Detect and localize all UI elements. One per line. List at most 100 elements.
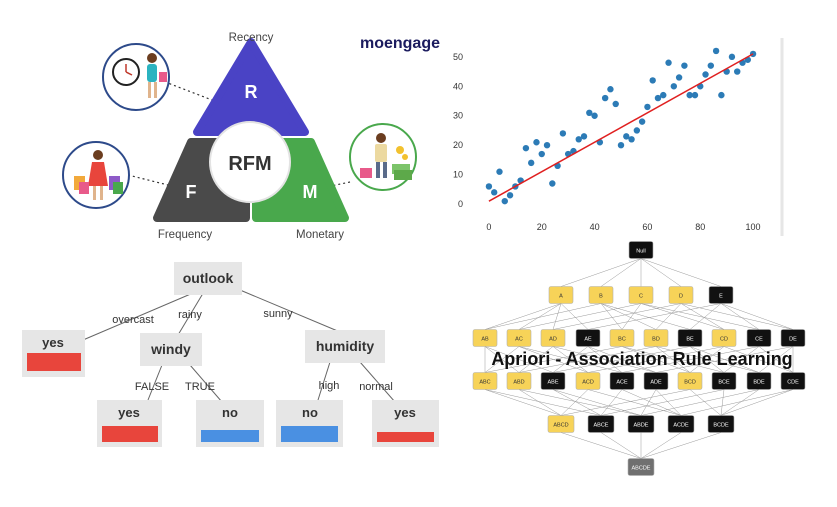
itemset-node — [588, 286, 614, 304]
itemset-node — [472, 372, 498, 390]
itemset-node — [548, 286, 574, 304]
monetary-caption: Monetary — [296, 229, 344, 241]
itemset-label: AC — [515, 337, 523, 343]
itemset-label: CE — [755, 337, 763, 343]
lattice-edge — [720, 303, 794, 330]
lattice-edge — [552, 346, 589, 373]
scatter-point — [665, 59, 672, 66]
itemset-label: AD — [549, 337, 557, 343]
itemset-node — [746, 329, 772, 347]
scatter-point — [718, 91, 725, 99]
lattice-edge — [689, 303, 722, 330]
itemset-node — [677, 372, 703, 390]
itemset-label: ABD — [513, 380, 524, 386]
scatter-point — [686, 91, 693, 99]
scatter-point — [491, 189, 498, 196]
leaf-false-yes: yes — [118, 405, 140, 420]
lattice-edge — [600, 432, 642, 459]
lattice-edge — [655, 346, 691, 373]
itemset-label: BDE — [753, 380, 765, 386]
recency-letter: R — [245, 82, 258, 102]
moengage-logo: moengage — [360, 35, 440, 52]
lattice-edge — [689, 389, 722, 416]
edge-overcast: overcast — [112, 314, 154, 326]
itemset-node — [628, 241, 654, 259]
lattice-edge — [621, 389, 682, 416]
scatter-point — [549, 180, 556, 187]
lattice-edge — [640, 432, 682, 459]
lattice-edge — [518, 389, 562, 416]
itemset-node — [668, 286, 694, 304]
itemset-label: BD — [652, 337, 660, 343]
scatter-point — [522, 144, 530, 152]
lattice-edge — [621, 303, 642, 330]
itemset-node — [506, 372, 532, 390]
itemset-node — [708, 286, 734, 304]
edge-sunny: sunny — [263, 308, 293, 320]
scatter-point — [649, 77, 656, 84]
lattice-edge — [640, 258, 682, 287]
y-tick-label: 30 — [453, 111, 463, 121]
y-tick-label: 20 — [453, 140, 463, 150]
itemset-label: ACE — [616, 380, 628, 386]
lattice-edge — [552, 389, 642, 416]
lattice-edge — [552, 346, 691, 373]
scatter-point — [501, 197, 508, 205]
lattice-edge — [560, 389, 691, 416]
scatter-point — [601, 94, 609, 102]
scatter-point — [654, 94, 662, 102]
itemset-label: B — [599, 294, 603, 300]
edge-false: FALSE — [135, 381, 169, 393]
tree-root-outlook: outlook — [183, 270, 234, 286]
itemset-node — [667, 415, 695, 433]
lattice-edge — [720, 389, 794, 416]
shopping-bags-icon — [62, 141, 130, 209]
scatter-point — [681, 62, 688, 69]
scatter-point — [707, 62, 715, 69]
lattice-edge — [640, 389, 760, 416]
scatter-point — [533, 139, 540, 146]
frequency-caption: Frequency — [158, 229, 213, 241]
itemset-node — [609, 372, 635, 390]
itemset-label: BCE — [718, 380, 730, 386]
itemset-node — [575, 329, 601, 347]
lattice-edge — [552, 346, 657, 373]
scatter-point — [617, 142, 625, 149]
itemset-label: CDE — [787, 380, 799, 386]
scatter-point — [712, 47, 720, 55]
lattice-edge — [720, 303, 760, 330]
itemset-node — [575, 372, 601, 390]
lattice-edge — [758, 346, 794, 373]
scatter-point — [586, 109, 593, 117]
scatter-point — [527, 159, 535, 167]
itemset-label: DE — [789, 337, 797, 343]
monetary-letter: M — [303, 182, 318, 202]
itemset-label: AB — [481, 337, 489, 343]
itemset-node — [780, 372, 806, 390]
leaf-normal-yes: yes — [394, 405, 416, 420]
itemset-node — [643, 372, 669, 390]
scatter-chart: 0 20 40 60 80 100 0 10 20 30 40 50 — [451, 38, 787, 238]
itemset-label: ABCD — [553, 423, 568, 429]
lattice-edge — [560, 303, 589, 330]
lattice-edge — [484, 303, 562, 330]
itemset-node — [627, 415, 655, 433]
trend-line — [488, 53, 754, 202]
scatter-point — [580, 133, 588, 140]
itemset-label: ABDE — [634, 423, 649, 429]
lattice-edge — [484, 346, 520, 373]
itemset-node — [547, 415, 575, 433]
tree-node-windy: windy — [150, 341, 191, 357]
itemset-label: BCD — [684, 380, 696, 386]
rfm-center-label: RFM — [228, 153, 271, 175]
itemset-node — [506, 329, 532, 347]
itemset-node — [540, 372, 566, 390]
scatter-point — [575, 136, 582, 143]
lattice-edge — [518, 303, 642, 330]
scatter-point — [559, 130, 567, 137]
itemset-node — [711, 329, 737, 347]
scatter-point — [660, 91, 667, 99]
lattice-edge — [680, 303, 725, 330]
lattice-edge — [560, 432, 642, 459]
lattice-edge — [640, 258, 722, 287]
